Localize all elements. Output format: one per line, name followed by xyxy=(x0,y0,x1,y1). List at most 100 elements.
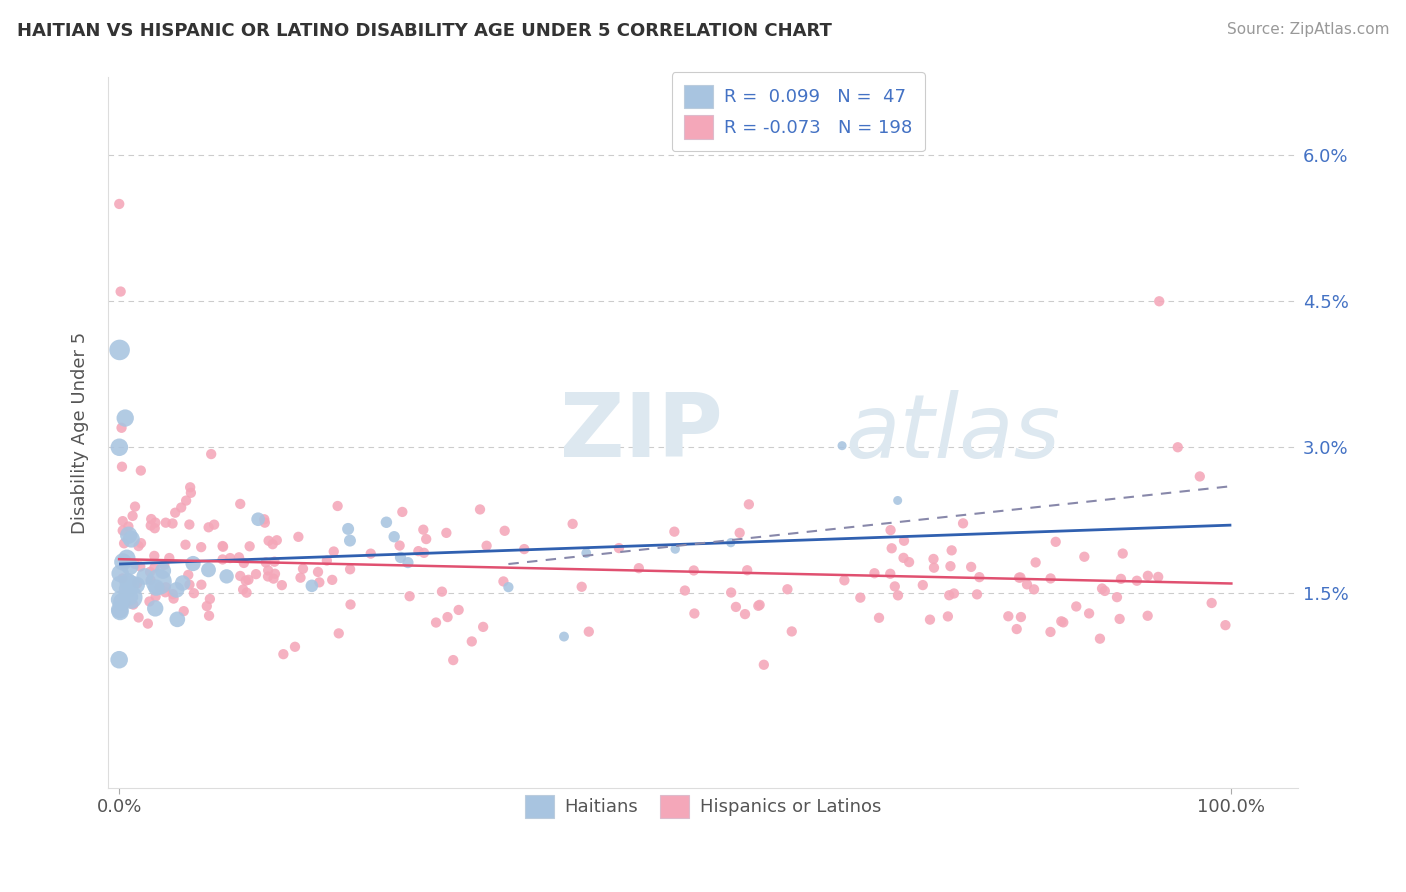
Point xyxy=(290,571,312,585)
Point xyxy=(157,551,180,566)
Point xyxy=(1078,607,1101,621)
Point xyxy=(1088,632,1111,646)
Point xyxy=(922,560,945,574)
Point xyxy=(181,557,204,571)
Point xyxy=(173,604,195,618)
Point xyxy=(166,582,188,597)
Point xyxy=(125,578,148,592)
Point xyxy=(880,541,903,556)
Point xyxy=(752,657,775,672)
Point xyxy=(219,551,242,566)
Point xyxy=(198,592,221,607)
Point xyxy=(108,592,131,607)
Point xyxy=(111,514,134,528)
Point xyxy=(108,566,131,581)
Point xyxy=(202,517,225,532)
Point xyxy=(174,538,197,552)
Point xyxy=(128,539,150,553)
Point xyxy=(922,552,945,566)
Point xyxy=(1167,440,1189,454)
Point xyxy=(436,610,458,624)
Point xyxy=(136,616,159,631)
Point xyxy=(145,581,167,595)
Point xyxy=(918,613,941,627)
Point xyxy=(997,609,1019,624)
Point xyxy=(322,544,344,558)
Point xyxy=(868,611,890,625)
Point xyxy=(337,522,360,536)
Point xyxy=(673,583,696,598)
Point xyxy=(112,536,135,550)
Point xyxy=(254,556,277,570)
Point xyxy=(124,557,146,571)
Point xyxy=(1050,615,1073,629)
Point xyxy=(143,560,166,574)
Point xyxy=(238,573,260,587)
Point xyxy=(118,559,141,574)
Point xyxy=(115,551,138,566)
Point xyxy=(122,598,145,612)
Point xyxy=(228,550,250,565)
Point xyxy=(155,516,177,530)
Point xyxy=(415,532,437,546)
Point xyxy=(1010,610,1032,624)
Point xyxy=(232,556,254,570)
Point xyxy=(139,518,162,533)
Point xyxy=(879,566,901,581)
Point xyxy=(263,572,285,586)
Point xyxy=(1005,622,1028,636)
Point xyxy=(232,582,254,597)
Point xyxy=(682,564,704,578)
Point xyxy=(1015,577,1038,591)
Point xyxy=(960,560,983,574)
Point xyxy=(413,546,436,560)
Point xyxy=(1109,572,1132,586)
Point xyxy=(607,541,630,555)
Point xyxy=(748,598,770,612)
Point xyxy=(120,591,142,605)
Point xyxy=(328,626,350,640)
Point xyxy=(120,532,142,546)
Point xyxy=(262,537,284,551)
Point xyxy=(472,620,495,634)
Point xyxy=(162,587,184,601)
Point xyxy=(1136,569,1159,583)
Point xyxy=(134,569,156,583)
Point xyxy=(575,546,598,560)
Point xyxy=(308,575,330,590)
Point xyxy=(412,523,434,537)
Point xyxy=(938,588,960,602)
Point xyxy=(124,500,146,514)
Point xyxy=(229,497,252,511)
Point xyxy=(498,580,520,594)
Point xyxy=(127,576,149,591)
Point xyxy=(447,603,470,617)
Point xyxy=(139,573,162,587)
Point xyxy=(200,447,222,461)
Point xyxy=(1147,294,1170,309)
Point xyxy=(1052,615,1074,630)
Point xyxy=(1025,556,1047,570)
Point xyxy=(108,577,131,591)
Point xyxy=(172,576,194,591)
Point xyxy=(197,563,219,577)
Point xyxy=(166,612,188,626)
Point xyxy=(1188,469,1211,483)
Point xyxy=(339,562,361,576)
Point xyxy=(162,591,184,606)
Point xyxy=(235,585,257,599)
Point xyxy=(941,543,963,558)
Point xyxy=(143,601,166,615)
Point xyxy=(738,497,761,511)
Point xyxy=(155,585,177,599)
Point xyxy=(627,561,650,575)
Point xyxy=(339,533,361,548)
Point xyxy=(148,574,170,589)
Y-axis label: Disability Age Under 5: Disability Age Under 5 xyxy=(72,332,89,533)
Point xyxy=(108,603,131,617)
Point xyxy=(143,516,166,530)
Point xyxy=(287,530,309,544)
Point xyxy=(553,630,575,644)
Point xyxy=(1112,547,1135,561)
Point xyxy=(339,598,361,612)
